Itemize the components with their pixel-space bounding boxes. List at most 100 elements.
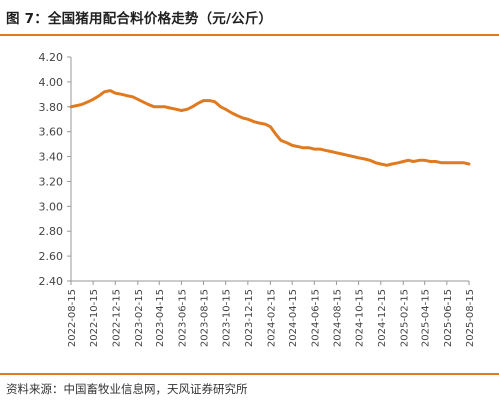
x-tick-label: 2025-04-15 [421, 289, 432, 347]
y-tick-label: 3.00 [39, 200, 64, 213]
line-chart: 4.20 4.00 3.80 3.60 3.40 3.20 3.00 2.80 2.60 2.40… [39, 51, 477, 347]
y-tick-label: 2.60 [39, 250, 64, 263]
data-point [153, 106, 155, 108]
data-point [330, 151, 332, 153]
data-point [81, 103, 83, 105]
data-point [358, 157, 360, 159]
x-tick-label: 2025-08-15 [465, 289, 476, 347]
data-point [435, 160, 437, 163]
x-tick-label: 2024-02-15 [266, 289, 277, 347]
y-axis: 4.20 4.00 3.80 3.60 3.40 3.20 3.00 2.80 2.60 2.40 [39, 51, 72, 288]
data-point [412, 160, 414, 163]
data-point [335, 152, 338, 154]
data-point [258, 122, 260, 124]
data-point [352, 156, 355, 158]
data-point [158, 106, 160, 108]
data-point [280, 139, 282, 141]
data-point [76, 104, 78, 107]
y-tick-label: 3.80 [39, 101, 64, 114]
x-tick-label: 2024-04-15 [288, 289, 299, 347]
data-point [220, 106, 222, 108]
x-tick-label: 2025-06-15 [443, 289, 454, 347]
data-point [402, 160, 404, 163]
data-point [342, 153, 344, 155]
data-point [231, 112, 233, 114]
data-point [286, 142, 288, 144]
data-point [308, 147, 310, 149]
data-point [242, 117, 244, 119]
x-tick-label: 2022-12-15 [111, 289, 122, 347]
data-point [291, 144, 293, 146]
y-tick-label: 4.20 [39, 51, 64, 64]
data-point [120, 93, 123, 95]
chart-title: 图 7：全国猪用配合料价格走势（元/公斤） [6, 11, 273, 27]
data-point [397, 162, 399, 164]
data-point [386, 164, 388, 166]
y-tick-label: 3.60 [39, 126, 64, 139]
data-point [313, 148, 315, 150]
data-point [375, 162, 377, 164]
data-point [209, 100, 211, 102]
data-point [109, 90, 111, 92]
data-point [424, 159, 426, 161]
x-tick-label: 2023-04-15 [155, 289, 166, 347]
y-tick-label: 3.20 [39, 175, 64, 188]
data-point [452, 162, 454, 164]
series-group [69, 89, 471, 167]
data-point [468, 163, 470, 165]
data-point [236, 114, 238, 117]
source-note: 资料来源：中国畜牧业信息网，天风证券研究所 [6, 382, 248, 396]
data-point [142, 101, 144, 103]
data-point [70, 106, 72, 108]
data-point [202, 100, 205, 102]
data-point [446, 162, 448, 164]
x-tick-label: 2024-12-15 [377, 289, 388, 347]
x-tick-label: 2022-08-15 [67, 289, 78, 347]
data-point [253, 121, 255, 123]
series-line-0 [69, 89, 471, 167]
source-bar: 资料来源：中国畜牧业信息网，天风证券研究所 [6, 378, 248, 400]
data-point [186, 108, 188, 110]
data-point [87, 101, 89, 103]
data-point [180, 109, 182, 112]
x-tick-label: 2024-10-15 [355, 289, 366, 347]
data-point [137, 98, 139, 100]
data-point [324, 149, 326, 151]
y-tick-label: 3.40 [39, 151, 64, 164]
data-point [302, 147, 304, 149]
data-point [297, 146, 299, 148]
data-point [147, 103, 149, 105]
data-point [275, 133, 277, 135]
data-point [369, 159, 371, 161]
data-point [429, 160, 432, 163]
data-point [114, 92, 116, 94]
source-divider [0, 373, 499, 375]
data-point [92, 98, 94, 100]
x-tick-label: 2022-10-15 [89, 289, 100, 347]
data-point [347, 154, 349, 156]
data-point [169, 107, 171, 109]
x-tick-label: 2023-10-15 [222, 289, 233, 347]
data-point [191, 106, 193, 108]
data-point [457, 162, 459, 164]
data-point [126, 95, 128, 97]
data-point [197, 102, 200, 104]
data-point [364, 158, 366, 160]
data-point [175, 108, 177, 110]
data-point [98, 95, 100, 97]
data-point [463, 162, 465, 164]
data-point [269, 126, 271, 128]
chart-title-bar: 图 7：全国猪用配合料价格走势（元/公斤） [0, 0, 499, 34]
data-point [103, 91, 105, 93]
data-point [419, 159, 421, 161]
x-tick-label: 2024-08-15 [332, 289, 343, 347]
x-tick-label: 2023-12-15 [244, 289, 255, 347]
data-point [391, 163, 393, 165]
data-point [441, 162, 443, 164]
data-point [214, 101, 216, 103]
data-point [264, 123, 266, 125]
data-point [407, 159, 409, 161]
y-tick-label: 2.40 [39, 275, 64, 288]
data-point [380, 163, 382, 165]
data-point [225, 108, 227, 110]
